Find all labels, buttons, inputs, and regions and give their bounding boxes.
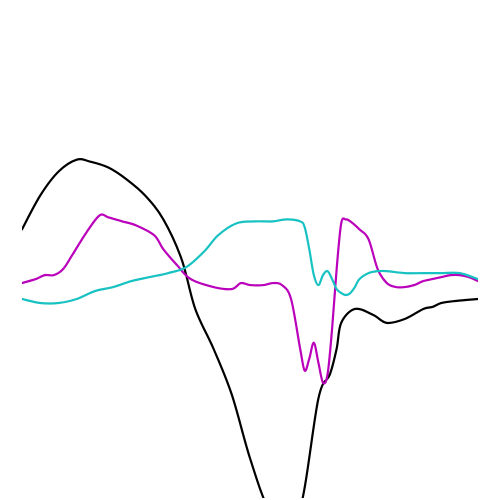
series-line-cyan: [22, 218, 478, 305]
series-line-black: [22, 158, 478, 498]
series-line-magenta: [22, 213, 478, 385]
plot-area: [22, 158, 478, 498]
